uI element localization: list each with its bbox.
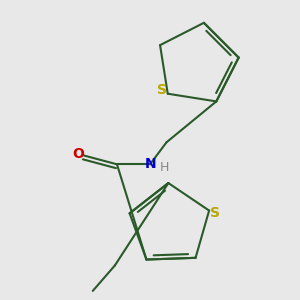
Text: O: O <box>72 146 84 161</box>
Text: S: S <box>210 206 220 220</box>
Text: H: H <box>160 161 170 174</box>
Text: S: S <box>157 83 167 97</box>
Text: N: N <box>145 157 157 171</box>
